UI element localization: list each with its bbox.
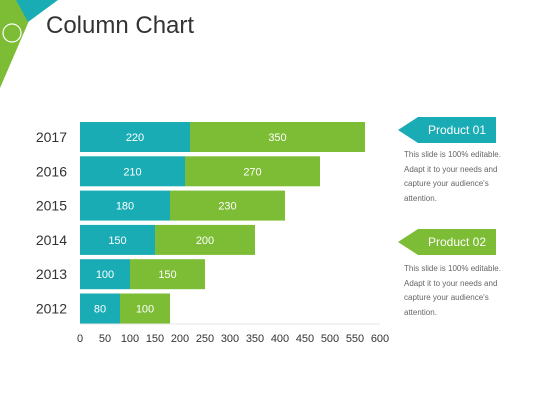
category-label: 2013 [36, 266, 67, 282]
x-tick-labels: 0 50 100 150 200 250 300 350 400 450 500 550 600 [77, 333, 389, 345]
callout-product-02: Product 02 [398, 229, 496, 255]
desc-line: attention. [404, 307, 437, 317]
x-tick-label: 250 [196, 333, 214, 345]
x-tick-label: 300 [221, 333, 239, 345]
corner-green-shape [0, 0, 38, 88]
bar-data-label: 200 [196, 235, 214, 247]
bar-product-02-2014 [155, 224, 255, 255]
left-arrow-icon [398, 229, 496, 255]
desc-line: capture your audience's [404, 293, 489, 302]
x-tick-label: 350 [246, 333, 264, 345]
x-tick-label: 600 [371, 333, 389, 345]
bar-data-label: 220 [126, 132, 144, 144]
bar-data-label: 210 [123, 166, 141, 178]
bar-product-02-2017 [190, 122, 365, 152]
callout-label-product-01: Product 01 [427, 123, 487, 137]
bar-data-label: 80 [94, 304, 106, 316]
bar-data-label: 150 [108, 235, 126, 247]
desc-line: This slide is 100% editable. [404, 150, 501, 159]
bar-data-label: 100 [96, 269, 114, 281]
desc-line: capture your audience's [404, 179, 489, 188]
bar-product-01-2013 [80, 259, 130, 290]
bar-data-label: 230 [218, 201, 236, 213]
category-label: 2017 [36, 129, 67, 145]
x-tick-label: 550 [346, 333, 364, 345]
corner-ring [2, 23, 22, 43]
bar-product-02-2013 [130, 259, 205, 290]
callout-description-1: This slide is 100% editable. Adapt it to… [404, 148, 524, 206]
bar-data-label: 270 [243, 166, 261, 178]
corner-teal-shape [16, 0, 58, 22]
x-tick-label: 200 [171, 333, 189, 345]
bar-product-01-2014 [80, 224, 155, 255]
x-tick-label: 100 [121, 333, 139, 345]
category-label: 2015 [36, 198, 67, 214]
callout-label-product-02: Product 02 [427, 235, 487, 249]
category-labels: 2017 2016 2015 2014 2013 2012 [36, 129, 67, 317]
bar-product-01-2015 [80, 190, 170, 221]
bar-data-label: 150 [158, 269, 176, 281]
bar-data-label: 100 [136, 304, 154, 316]
callout-product-01: Product 01 [398, 117, 496, 143]
bar-product-02-2016 [185, 156, 320, 187]
x-tick-label: 0 [77, 333, 83, 345]
desc-line: Adapt it to your needs and [404, 164, 498, 174]
x-tick-label: 500 [321, 333, 339, 345]
category-label: 2016 [36, 163, 67, 179]
x-tick-label: 50 [99, 333, 111, 345]
bar-product-01-2016 [80, 156, 185, 187]
bar-product-01-2012 [80, 293, 120, 324]
desc-line: Adapt it to your needs and [404, 278, 498, 288]
corner-decoration [0, 0, 58, 88]
desc-line: attention. [404, 193, 437, 203]
x-tick-label: 450 [296, 333, 314, 345]
callout-description-2: This slide is 100% editable. Adapt it to… [404, 262, 524, 320]
bar-product-01-2017 [80, 122, 190, 152]
left-arrow-icon [398, 117, 496, 143]
x-tick-label: 150 [146, 333, 164, 345]
bar-product-02-2015 [170, 190, 285, 221]
x-tick-label: 400 [271, 333, 289, 345]
category-label: 2014 [36, 232, 67, 248]
bar-data-label: 180 [116, 201, 134, 213]
category-label: 2012 [36, 301, 67, 317]
page-title: Column Chart [46, 12, 195, 39]
desc-line: This slide is 100% editable. [404, 264, 501, 273]
bar-product-02-2012 [120, 293, 170, 324]
bar-data-label: 350 [268, 132, 286, 144]
bars-group: 220 350 210 270 180 230 150 200 100 150 80 100 [80, 122, 365, 324]
